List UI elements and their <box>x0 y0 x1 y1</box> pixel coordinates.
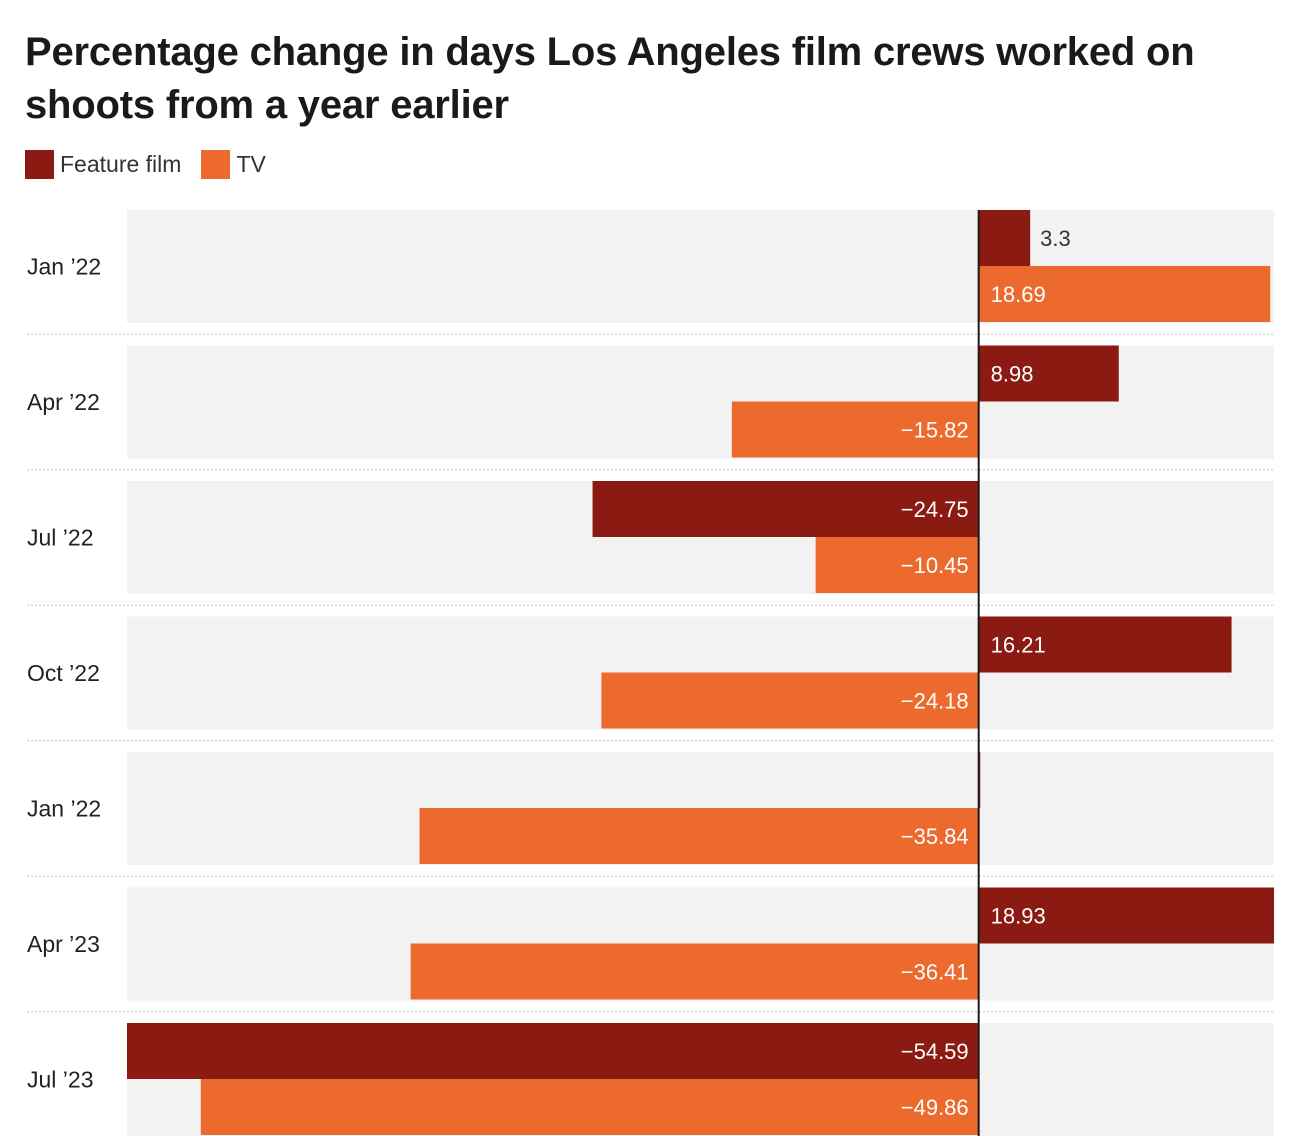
bar-feature-film <box>978 345 1119 402</box>
legend-swatch-feature-film <box>25 150 54 179</box>
legend-label-tv: TV <box>236 151 266 177</box>
bar-tv <box>978 266 1271 322</box>
category-label: Apr ’23 <box>27 931 100 957</box>
chart-title: Percentage change in days Los Angeles fi… <box>25 30 1195 127</box>
legend-item-feature-film: Feature film <box>25 150 181 179</box>
bar-tv <box>601 672 979 729</box>
category-label: Jul ’22 <box>27 525 93 551</box>
value-label-tv: −10.45 <box>901 553 969 578</box>
value-label-tv: −15.82 <box>901 418 969 443</box>
bar-tv <box>200 1079 979 1135</box>
bar-feature-film <box>978 887 1274 944</box>
bar-feature-film <box>592 481 979 537</box>
legend: Feature film TV <box>25 150 286 179</box>
legend-item-tv: TV <box>201 150 266 179</box>
value-label-feature-film: 8.98 <box>991 362 1034 387</box>
bar-tv <box>731 401 979 458</box>
value-label-tv: 18.69 <box>991 282 1046 307</box>
bar-tv <box>410 943 979 1000</box>
value-label-feature-film: −54.59 <box>901 1039 969 1064</box>
legend-label-feature-film: Feature film <box>60 151 182 177</box>
value-label-tv: −49.86 <box>901 1095 969 1120</box>
bar-feature-film <box>127 1023 979 1079</box>
value-label-feature-film: 3.3 <box>1040 226 1071 251</box>
value-label-tv: −36.41 <box>901 960 969 985</box>
bar-feature-film <box>978 210 1031 266</box>
value-label-feature-film: 16.21 <box>991 633 1046 658</box>
category-label: Jan ’22 <box>27 254 101 280</box>
value-label-feature-film: −24.75 <box>901 497 969 522</box>
bar-tv <box>815 537 979 593</box>
category-label: Apr ’22 <box>27 389 100 415</box>
category-label: Jul ’23 <box>27 1067 93 1093</box>
value-label-tv: −35.84 <box>901 824 969 849</box>
bar-feature-film <box>978 616 1232 673</box>
category-label: Jan ’22 <box>27 796 101 822</box>
legend-swatch-tv <box>201 150 231 179</box>
value-label-tv: −24.18 <box>901 689 969 714</box>
category-label: Oct ’22 <box>27 660 100 686</box>
bar-tv <box>419 808 979 864</box>
value-label-feature-film: 18.93 <box>991 904 1046 929</box>
